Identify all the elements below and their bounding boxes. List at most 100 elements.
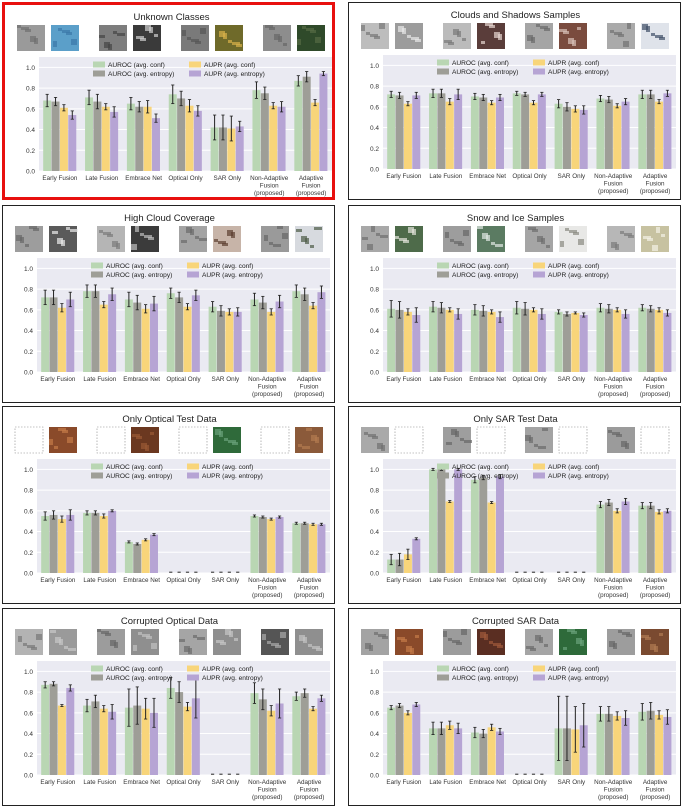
bar <box>309 305 318 372</box>
error-bar <box>53 97 58 107</box>
legend-swatch <box>91 463 103 470</box>
x-tick-label: Late Fusion <box>85 175 118 182</box>
bar <box>496 317 504 372</box>
error-bar <box>87 89 91 106</box>
y-tick-label: 0.8 <box>24 690 33 697</box>
bar <box>496 476 504 573</box>
x-tick-label: Late Fusion <box>429 577 462 584</box>
legend: AUROC (avg. conf) AUROC (avg. entropy) AUP… <box>91 262 263 279</box>
bar <box>412 95 421 169</box>
y-tick-label: 0.6 <box>370 710 379 717</box>
bar-chart: Corrupted SAR Data 0.0 0.2 0.4 0.6 0.8 1.0 Earl… <box>361 616 676 801</box>
legend-label: AUROC (avg. conf) <box>106 464 163 471</box>
bar <box>596 713 605 775</box>
error-bar <box>448 307 452 313</box>
error-bar <box>127 688 131 727</box>
error-bar <box>540 91 544 97</box>
bar <box>454 728 463 775</box>
sample-thumbnail <box>525 23 553 49</box>
bar <box>613 715 622 775</box>
bar <box>613 510 622 573</box>
bar-chart: Only Optical Test Data 0.0 0.2 0.4 0.6 0.8 1.0… <box>14 414 330 599</box>
error-bar <box>615 508 619 514</box>
x-tick-label: Embrace Net <box>123 779 160 786</box>
bar <box>51 101 60 171</box>
bar-chart: High Cloud Coverage 0.0 0.2 0.4 0.6 0.8 1.0 Ear… <box>15 213 330 398</box>
error-bar <box>319 694 324 702</box>
x-tick-label: SAR Only <box>558 779 586 786</box>
bar <box>395 309 404 372</box>
x-tick-label: Late Fusion <box>429 376 462 383</box>
error-bar <box>490 723 494 731</box>
legend-label: AUPR (avg. entropy) <box>204 71 265 78</box>
bar <box>124 707 133 775</box>
error-bar <box>252 682 257 704</box>
error-bar <box>523 302 527 316</box>
x-tick-label: SAR Only <box>558 173 586 180</box>
error-bar <box>104 103 108 111</box>
bar <box>638 94 647 169</box>
sample-thumbnail <box>181 25 209 51</box>
bar <box>275 301 284 372</box>
bar <box>258 517 267 573</box>
error-bar <box>177 681 181 703</box>
bar <box>124 541 133 573</box>
bar <box>604 713 613 775</box>
chart-panel: Only SAR Test Data 0.0 0.2 0.4 0.6 0.8 1.0 Earl… <box>348 406 681 604</box>
bar <box>210 127 219 171</box>
error-bar <box>135 686 139 725</box>
legend: AUROC (avg. conf) AUROC (avg. entropy) AUP… <box>437 59 609 76</box>
legend-label: AUROC (avg. entropy) <box>106 272 172 279</box>
sample-thumbnail <box>607 23 635 49</box>
error-bar <box>406 101 410 107</box>
error-bar <box>85 284 89 298</box>
bar <box>621 501 630 573</box>
error-bar <box>51 510 56 520</box>
error-bar <box>389 553 393 566</box>
bar <box>512 307 521 372</box>
sample-thumbnail <box>49 629 77 655</box>
bar <box>479 733 488 775</box>
sample-thumbnail <box>15 226 43 252</box>
error-bar <box>649 502 653 510</box>
x-tick-label: Non-Adaptive Fusion (proposed) <box>248 779 287 801</box>
error-bar <box>70 110 74 120</box>
x-tick-label: Embrace Net <box>469 173 506 180</box>
sample-thumbnail <box>443 629 471 655</box>
bar <box>108 294 117 372</box>
bar <box>613 309 622 372</box>
y-tick-label: 0.2 <box>24 752 33 759</box>
error-bar <box>303 287 307 301</box>
sample-thumbnail <box>131 427 159 453</box>
bar <box>646 308 655 372</box>
bar <box>403 712 412 775</box>
bar <box>300 294 309 372</box>
sample-thumbnail <box>558 426 588 454</box>
bar <box>141 539 150 573</box>
legend-label: AUROC (avg. conf) <box>452 666 509 673</box>
bar <box>470 309 479 372</box>
error-bar <box>110 704 114 720</box>
legend-swatch <box>533 59 545 66</box>
error-bar <box>154 113 158 123</box>
y-tick-label: 0.2 <box>24 349 33 356</box>
error-bar <box>194 289 198 301</box>
legend: AUROC (avg. conf) AUROC (avg. entropy) AUP… <box>437 463 609 480</box>
y-tick-label: 0.2 <box>370 349 379 356</box>
y-tick-label: 0.0 <box>370 370 379 377</box>
error-bar <box>498 727 502 735</box>
bar <box>638 505 647 573</box>
bar <box>646 94 655 169</box>
bar <box>300 523 309 573</box>
error-bar <box>439 302 443 314</box>
bar <box>429 728 438 775</box>
error-bar <box>473 304 477 316</box>
bar <box>454 94 463 169</box>
sample-thumbnail <box>641 23 669 49</box>
error-bar <box>236 307 240 317</box>
bar <box>412 538 421 573</box>
x-tick-label: Early Fusion <box>386 779 421 786</box>
legend-swatch <box>91 674 103 681</box>
bar <box>93 101 102 171</box>
bar <box>166 293 175 372</box>
